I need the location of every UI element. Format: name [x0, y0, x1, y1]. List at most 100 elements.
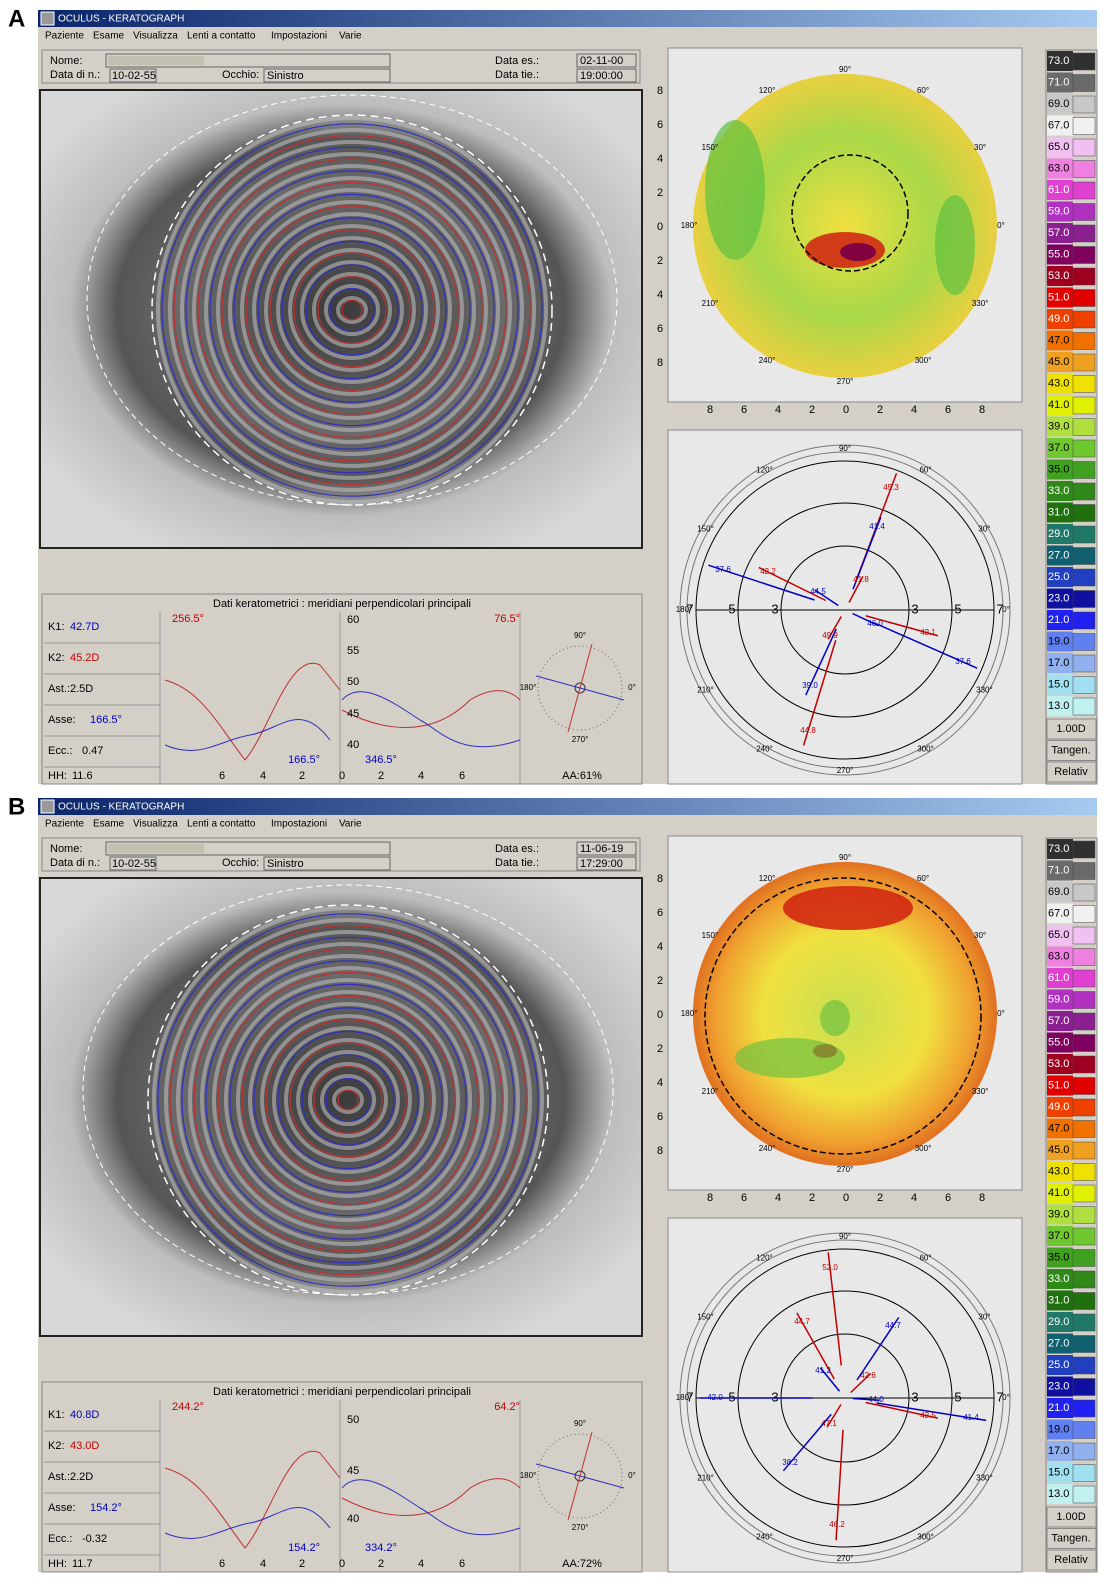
curve-blue — [164, 691, 521, 751]
scale-bar — [1072, 840, 1096, 859]
scale-button[interactable] — [1046, 1528, 1097, 1549]
x-tick-label: 2 — [378, 770, 384, 782]
kerato-title: Dati keratometrici : meridiani perpendic… — [213, 598, 471, 610]
topo-y-tick: 6 — [657, 119, 663, 131]
scale-swatch — [1047, 1312, 1073, 1332]
scale-level: 73.0 — [1048, 843, 1069, 855]
menu-item[interactable]: Visualizza — [133, 31, 178, 42]
scale-swatch — [1047, 860, 1073, 881]
compass-center — [574, 1470, 586, 1482]
menu-item[interactable]: Esame — [93, 31, 125, 42]
scale-level: 61.0 — [1048, 972, 1069, 984]
polar-degree: 30° — [978, 525, 990, 534]
scale-button[interactable] — [1046, 740, 1097, 761]
label: Data tie.: — [495, 69, 539, 81]
x-tick-label: 4 — [260, 1558, 266, 1570]
ring-light — [188, 942, 508, 1258]
meridian-line — [802, 640, 837, 746]
topo-x-tick: 2 — [877, 404, 883, 416]
panel: A OCULUS - KERATOGRAPH Paziente Esame Visual… — [8, 5, 1098, 785]
menu-item[interactable]: Paziente — [45, 31, 84, 42]
label: Nome: — [50, 843, 82, 855]
meridian-angle: 244.2° — [172, 1401, 204, 1413]
menu-item[interactable]: Varie — [339, 31, 362, 42]
scale-button[interactable] — [1046, 1506, 1097, 1528]
scale-level: 65.0 — [1048, 929, 1069, 941]
ring-trace — [157, 913, 539, 1287]
scale-button[interactable] — [1046, 718, 1097, 740]
topo-x-tick: 8 — [707, 1192, 713, 1204]
polar-panel — [667, 429, 1023, 785]
menu-item[interactable]: Paziente — [45, 819, 84, 830]
scale-bar — [1072, 862, 1096, 880]
scale-bar — [1072, 289, 1096, 307]
scale-level: 29.0 — [1048, 1316, 1069, 1328]
ring-trace — [245, 205, 459, 415]
scale-bar — [1072, 224, 1096, 243]
y-tick-label: 40 — [347, 1513, 359, 1525]
ring-light — [152, 906, 544, 1294]
scale-bar — [1072, 1012, 1096, 1031]
ring-trace — [193, 948, 503, 1252]
kerato-value: 166.5° — [90, 714, 122, 726]
ring-trace — [265, 1019, 431, 1181]
green-zone — [735, 1038, 845, 1078]
scale-level: 23.0 — [1048, 592, 1069, 604]
limbus — [151, 114, 553, 506]
polar-degree: 0° — [1002, 605, 1010, 614]
scale-bar — [1072, 418, 1096, 436]
menu-item[interactable]: Lenti a contatto — [187, 819, 256, 830]
scale-step[interactable]: 1.00D — [1056, 1511, 1085, 1523]
topo-map — [693, 74, 997, 378]
menu-item[interactable]: Visualizza — [133, 819, 178, 830]
polar-degree: 0° — [1002, 1393, 1010, 1402]
scale-swatch — [1047, 545, 1073, 566]
scale-button[interactable] — [1046, 1549, 1097, 1571]
hot-core — [840, 243, 876, 261]
scale-bar — [1072, 332, 1096, 350]
topo-y-tick: 8 — [657, 1145, 663, 1157]
meridian-line — [814, 589, 839, 607]
name-redacted — [108, 844, 204, 853]
ring-light — [240, 200, 464, 420]
scale-level: 59.0 — [1048, 993, 1069, 1005]
polar-value: 42.2 — [760, 567, 776, 576]
window-title: OCULUS - KERATOGRAPH — [58, 14, 184, 25]
ring-light — [164, 918, 532, 1282]
label: Data es.: — [495, 55, 539, 67]
meridian-line — [708, 564, 815, 601]
exam-date: 11-06-19 — [580, 843, 623, 855]
meridian-line — [827, 616, 842, 640]
topo-x-tick: 6 — [741, 404, 747, 416]
scale-swatch — [1047, 1183, 1073, 1203]
scale-step[interactable]: 1.00D — [1056, 723, 1085, 735]
ring-label: 5 — [954, 601, 961, 616]
menu-item[interactable]: Varie — [339, 819, 362, 830]
scale-reference[interactable]: Relativ — [1054, 1554, 1088, 1566]
menu-item[interactable]: Impostazioni — [271, 31, 327, 42]
scale-swatch — [1047, 1484, 1073, 1504]
scale-bar — [1072, 1034, 1096, 1052]
topo-degree: 150° — [702, 143, 719, 152]
ring-label: 3 — [911, 1389, 918, 1404]
scale-mode[interactable]: Tangen. — [1051, 744, 1090, 756]
ring-light — [180, 140, 524, 480]
ring-light — [264, 224, 440, 396]
axis-blue — [535, 675, 625, 701]
scale-reference[interactable]: Relativ — [1054, 766, 1088, 778]
polar-degree: 120° — [756, 466, 773, 475]
scale-mode[interactable]: Tangen. — [1051, 1532, 1090, 1544]
kerato-label: Asse: — [48, 1502, 76, 1514]
menu-item[interactable]: Esame — [93, 819, 125, 830]
scale-button[interactable] — [1046, 761, 1097, 783]
meridian-angle: 154.2° — [288, 1542, 320, 1554]
topo-x-tick: 4 — [911, 404, 917, 416]
topo-degree: 330° — [972, 299, 989, 308]
topo-x-tick: 0 — [843, 404, 849, 416]
polar-degree: 150° — [697, 525, 714, 534]
scale-swatch — [1047, 610, 1073, 630]
aa-value: AA:72% — [562, 1558, 602, 1570]
menu-item[interactable]: Lenti a contatto — [187, 31, 256, 42]
scale-swatch — [1047, 968, 1073, 988]
menu-item[interactable]: Impostazioni — [271, 819, 327, 830]
